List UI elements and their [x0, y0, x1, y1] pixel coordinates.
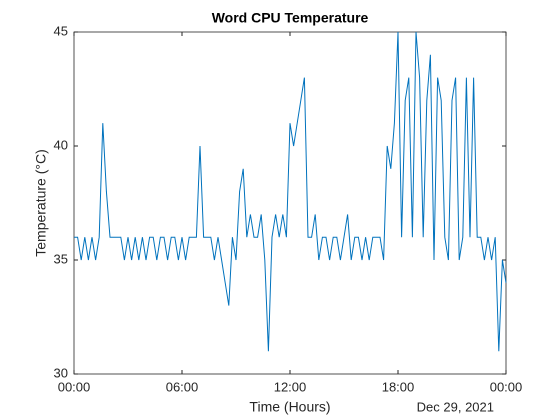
y-tick-label: 45	[54, 23, 68, 38]
x-tick-label: 12:00	[274, 379, 307, 394]
y-axis-label: Temperature (°C)	[33, 149, 49, 257]
y-tick-label: 35	[54, 251, 68, 266]
y-tick-label: 40	[54, 137, 68, 152]
date-label: Dec 29, 2021	[417, 399, 494, 414]
x-tick-label: 18:00	[382, 379, 415, 394]
chart-title: Word CPU Temperature	[212, 10, 369, 26]
x-tick-label: 00:00	[58, 379, 91, 394]
data-line	[74, 31, 507, 352]
x-tick-label: 06:00	[166, 379, 199, 394]
x-tick-label: 00:00	[490, 379, 523, 394]
y-tick-label: 30	[54, 365, 68, 380]
x-axis-label: Time (Hours)	[249, 399, 330, 415]
plot-frame	[73, 31, 507, 375]
